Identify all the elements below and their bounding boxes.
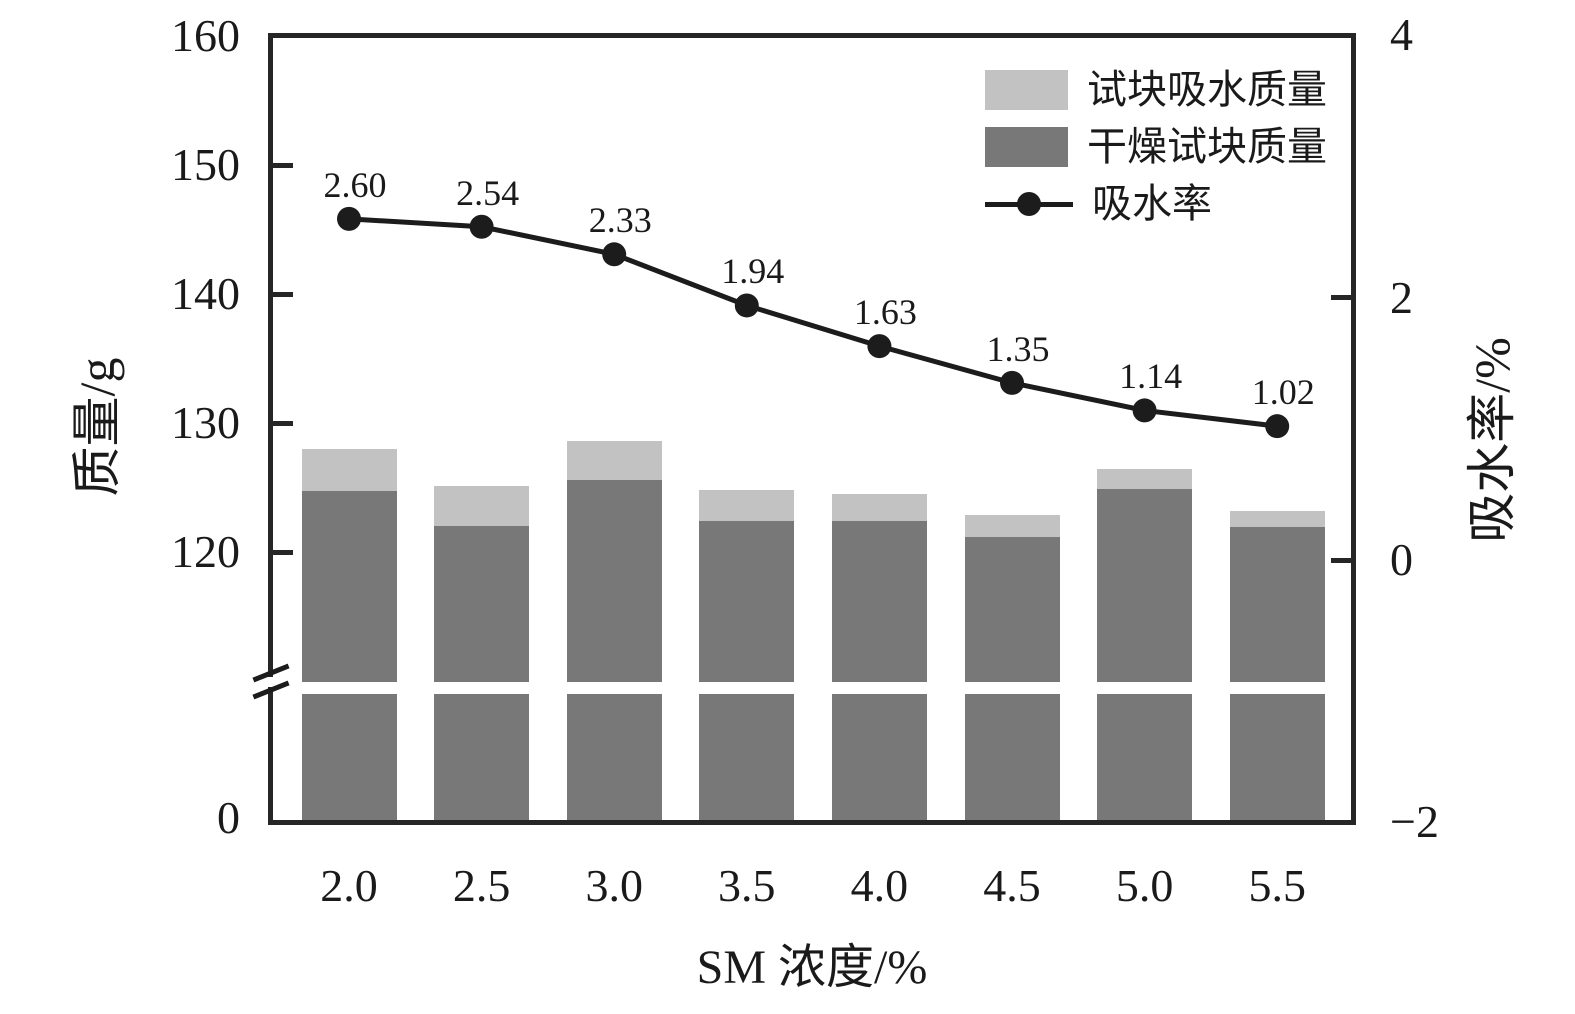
bar-lower-segment — [1097, 693, 1193, 820]
x-tick-label: 5.5 — [1248, 860, 1306, 911]
bar-lower-segment — [434, 693, 530, 820]
legend-label-absorption-rate: 吸水率 — [1092, 181, 1212, 226]
point-value-label: 2.60 — [323, 164, 387, 205]
point-value-label: 1.02 — [1251, 372, 1315, 413]
line-point — [1000, 370, 1024, 395]
y-tick-label-right: −2 — [1390, 796, 1439, 848]
bar-lower-segment — [301, 693, 397, 820]
y-tick-mark-left — [273, 291, 293, 297]
line-point — [602, 242, 627, 267]
legend-item-absorption-rate: 吸水率 — [985, 184, 1327, 224]
line-point — [734, 293, 759, 318]
legend-label-dry-mass: 干燥试块质量 — [1087, 124, 1327, 169]
bar-absorbed-segment — [1097, 469, 1193, 489]
point-value-label: 2.33 — [588, 200, 652, 241]
y-tick-mark-right — [1331, 295, 1351, 301]
legend-label-absorbed-mass: 试块吸水质量 — [1087, 67, 1327, 112]
x-tick-label: 3.5 — [718, 860, 776, 911]
x-tick-label: 5.0 — [1115, 860, 1174, 911]
x-tick-label: 3.0 — [585, 860, 643, 911]
y-tick-label-right: 0 — [1390, 534, 1413, 585]
legend-dot-icon — [1017, 192, 1041, 216]
x-tick-label: 2.0 — [320, 860, 378, 911]
bar-lower-segment — [699, 693, 795, 820]
y-tick-label-left: 130 — [171, 397, 240, 448]
y-tick-label-left: 160 — [171, 10, 240, 61]
bar-absorbed-segment — [831, 493, 927, 522]
bar-dry-segment — [699, 521, 795, 682]
bar-dry-segment — [434, 526, 530, 682]
y-tick-mark-left — [273, 549, 293, 555]
y-tick-mark-right — [1331, 557, 1351, 563]
line-point — [1265, 414, 1290, 439]
line-point — [469, 214, 494, 239]
point-value-label: 1.14 — [1119, 356, 1183, 397]
bar-absorbed-segment — [434, 486, 530, 527]
legend: 试块吸水质量 干燥试块质量 吸水率 — [985, 70, 1327, 224]
right-axis-title: 吸水率/% — [1464, 337, 1520, 543]
point-value-label: 2.54 — [456, 172, 520, 213]
y-tick-label-right: 4 — [1390, 9, 1413, 61]
bar-dry-segment — [566, 479, 662, 682]
bar-absorbed-segment — [964, 514, 1060, 537]
y-tick-mark-left — [273, 420, 293, 426]
bar-absorbed-segment — [699, 490, 795, 522]
bar-absorbed-segment — [566, 441, 662, 480]
bar-dry-segment — [831, 521, 927, 682]
x-axis-title: SM 浓度/% — [696, 941, 928, 994]
y-tick-label-left: 140 — [171, 268, 240, 319]
legend-item-dry-mass: 干燥试块质量 — [985, 127, 1327, 167]
y-tick-label-right: 2 — [1390, 271, 1413, 323]
legend-swatch-absorbed-mass — [985, 70, 1068, 110]
legend-line-sample — [985, 184, 1073, 224]
x-tick-label: 4.5 — [983, 860, 1041, 911]
bar-lower-segment — [566, 693, 662, 820]
line-point — [867, 334, 892, 359]
y-tick-mark-left — [273, 162, 293, 168]
point-value-label: 1.94 — [721, 251, 785, 292]
bar-absorbed-segment — [1229, 510, 1325, 528]
bar-lower-segment — [831, 693, 927, 820]
line-point — [337, 206, 361, 231]
bar-absorbed-segment — [301, 448, 397, 492]
legend-swatch-dry-mass — [985, 127, 1068, 167]
bar-lower-segment — [964, 693, 1060, 820]
bar-dry-segment — [1097, 488, 1193, 682]
line-point — [1132, 398, 1157, 423]
y-tick-label-left: 150 — [171, 139, 240, 190]
bar-dry-segment — [1229, 527, 1325, 682]
x-tick-label: 4.0 — [850, 860, 909, 911]
x-tick-label: 2.5 — [452, 860, 511, 911]
y-tick-label-left: 120 — [171, 526, 240, 577]
bar-dry-segment — [301, 491, 397, 682]
bar-dry-segment — [964, 536, 1060, 682]
point-value-label: 1.63 — [853, 292, 917, 333]
point-value-label: 1.35 — [986, 328, 1050, 369]
legend-item-absorbed-mass: 试块吸水质量 — [985, 70, 1327, 110]
bar-lower-segment — [1229, 693, 1325, 820]
y-tick-label-left: 0 — [217, 792, 240, 843]
